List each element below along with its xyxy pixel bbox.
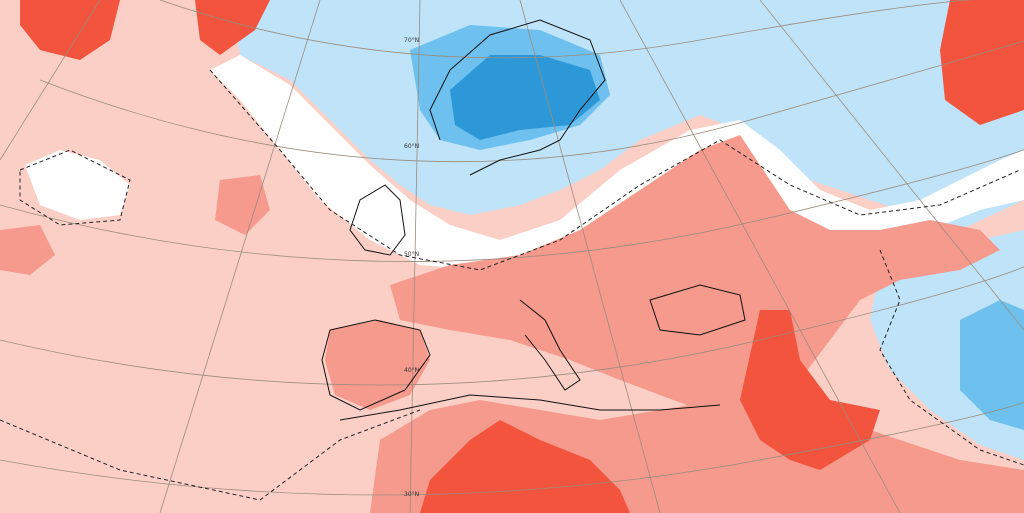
latitude-labels: 70°N 60°N 50°N 40°N 30°N xyxy=(404,37,419,498)
latitude-label-50n: 50°N xyxy=(404,251,419,258)
contour-africa xyxy=(0,409,421,501)
coastline-scandinavia xyxy=(429,19,606,176)
latitude-label-70n: 70°N xyxy=(404,37,419,44)
coastlines xyxy=(321,19,746,421)
parallel-30n xyxy=(0,380,1024,496)
strong-cold-scandinavia xyxy=(450,55,600,140)
latitude-label-60n: 60°N xyxy=(404,143,419,150)
strong-warm-northeast xyxy=(940,0,1024,125)
latitude-label-40n: 40°N xyxy=(404,367,419,374)
contour-atlantic xyxy=(19,149,131,226)
coastline-italy xyxy=(519,299,581,391)
strong-warm-greenland xyxy=(20,0,120,60)
parallel-70n xyxy=(159,0,1024,59)
parallel-50n xyxy=(0,130,1024,262)
strong-warm-north-africa xyxy=(420,420,630,513)
contour-north xyxy=(209,69,1021,271)
strong-warm-middle-east xyxy=(740,310,880,470)
strong-warm-greenland-east xyxy=(195,0,270,55)
meridian-4 xyxy=(519,0,661,513)
coastline-british-isles xyxy=(349,184,406,256)
warm-patch-atlantic xyxy=(215,175,270,235)
meridian-2 xyxy=(159,0,321,513)
coastline-iberia xyxy=(321,319,431,411)
meridian-1 xyxy=(0,0,101,161)
parallel-60n xyxy=(39,39,1024,163)
warm-anomaly-europe xyxy=(390,135,1000,420)
contour-east xyxy=(879,249,1024,466)
coastline-black-sea xyxy=(649,284,746,336)
warm-patch-west xyxy=(0,225,55,275)
meridian-3 xyxy=(409,0,421,513)
latitude-label-30n: 30°N xyxy=(404,491,419,498)
meridian-5 xyxy=(619,0,901,513)
parallel-40n xyxy=(0,240,1024,386)
warm-anomaly-iberia xyxy=(325,320,430,410)
meridian-6 xyxy=(759,0,1024,331)
cold-anomaly-east-strong xyxy=(960,300,1024,430)
neutral-band xyxy=(210,55,1024,270)
coastline-north-africa xyxy=(339,394,721,421)
zero-contours xyxy=(0,69,1024,501)
neutral-patch-atlantic xyxy=(25,150,130,220)
